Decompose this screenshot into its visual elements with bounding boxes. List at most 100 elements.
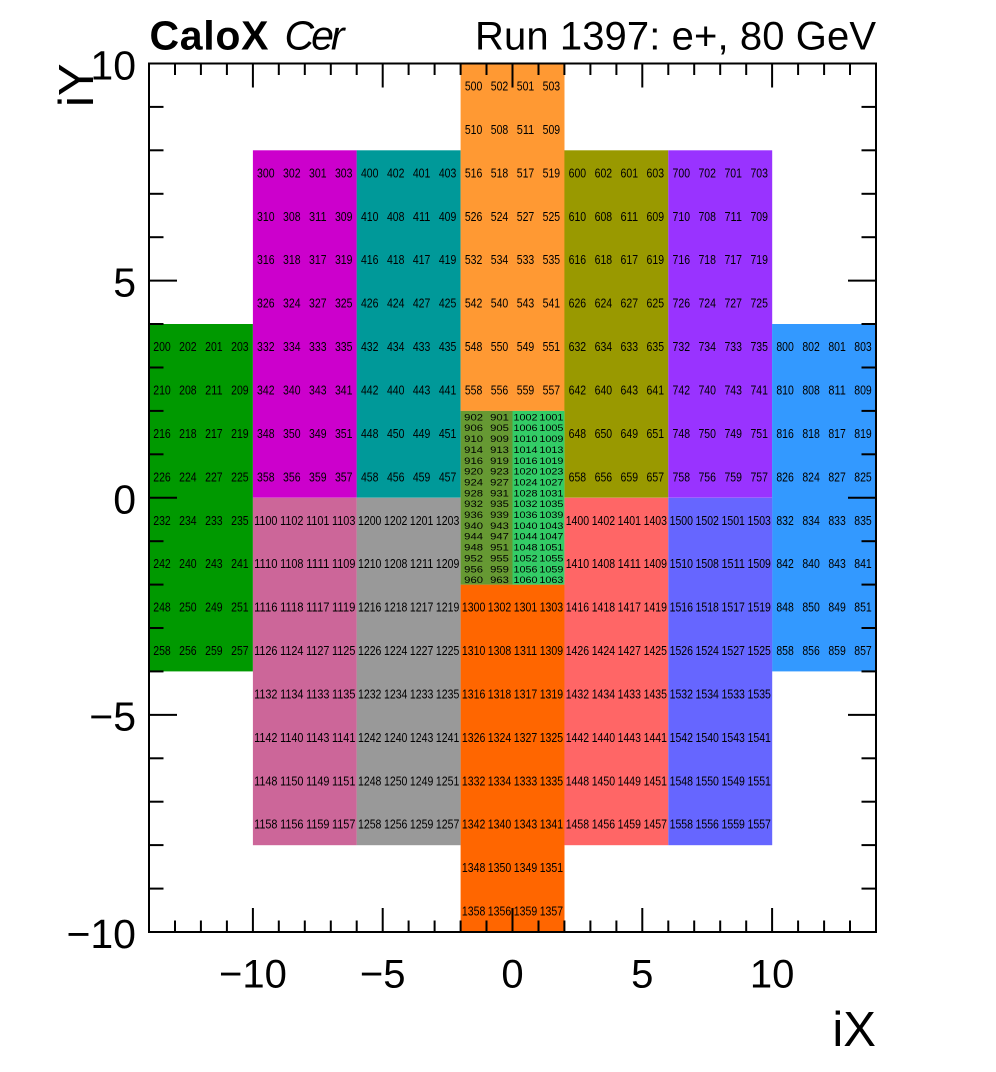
svg-text:203: 203 <box>231 339 249 354</box>
svg-text:1233: 1233 <box>410 687 433 702</box>
svg-text:608: 608 <box>595 209 613 224</box>
svg-text:1035: 1035 <box>539 499 563 509</box>
svg-text:327: 327 <box>309 296 327 311</box>
svg-text:1208: 1208 <box>384 556 407 571</box>
svg-text:10: 10 <box>90 42 136 88</box>
svg-text:902: 902 <box>464 412 483 422</box>
svg-text:235: 235 <box>231 513 249 528</box>
svg-text:619: 619 <box>647 252 665 267</box>
svg-text:649: 649 <box>621 426 639 441</box>
svg-text:1001: 1001 <box>539 412 563 422</box>
svg-text:610: 610 <box>569 209 587 224</box>
svg-text:627: 627 <box>621 296 639 311</box>
svg-text:509: 509 <box>543 122 561 137</box>
svg-text:1317: 1317 <box>514 687 537 702</box>
svg-text:703: 703 <box>750 165 768 180</box>
svg-text:1234: 1234 <box>384 687 407 702</box>
svg-text:848: 848 <box>776 600 794 615</box>
svg-text:959: 959 <box>490 564 509 574</box>
svg-text:1043: 1043 <box>539 521 563 531</box>
svg-text:534: 534 <box>491 252 509 267</box>
svg-text:1031: 1031 <box>539 488 563 498</box>
svg-text:456: 456 <box>387 469 405 484</box>
svg-text:940: 940 <box>464 521 483 531</box>
svg-text:1508: 1508 <box>696 556 719 571</box>
svg-text:1116: 1116 <box>254 600 277 615</box>
svg-text:333: 333 <box>309 339 327 354</box>
svg-text:217: 217 <box>205 426 223 441</box>
svg-text:947: 947 <box>490 532 509 542</box>
svg-text:iX: iX <box>832 1003 876 1057</box>
svg-text:1419: 1419 <box>644 600 667 615</box>
svg-text:611: 611 <box>621 209 639 224</box>
svg-text:1350: 1350 <box>488 860 511 875</box>
svg-text:1434: 1434 <box>592 687 615 702</box>
svg-text:1251: 1251 <box>436 773 459 788</box>
svg-text:1259: 1259 <box>410 817 433 832</box>
svg-text:632: 632 <box>569 339 587 354</box>
svg-text:1111: 1111 <box>306 556 329 571</box>
svg-text:702: 702 <box>698 165 716 180</box>
svg-text:201: 201 <box>205 339 223 354</box>
svg-text:1060: 1060 <box>514 575 538 585</box>
svg-text:510: 510 <box>465 122 483 137</box>
svg-text:519: 519 <box>543 165 561 180</box>
svg-text:1403: 1403 <box>644 513 667 528</box>
svg-text:1310: 1310 <box>462 643 485 658</box>
svg-text:249: 249 <box>205 600 223 615</box>
svg-text:424: 424 <box>387 296 405 311</box>
svg-text:651: 651 <box>647 426 665 441</box>
svg-text:919: 919 <box>490 456 509 466</box>
svg-text:1006: 1006 <box>514 423 538 433</box>
svg-text:1340: 1340 <box>488 817 511 832</box>
svg-text:1044: 1044 <box>514 532 538 542</box>
svg-text:0: 0 <box>113 477 136 523</box>
svg-text:1027: 1027 <box>539 478 563 488</box>
svg-text:944: 944 <box>464 532 483 542</box>
svg-text:332: 332 <box>257 339 275 354</box>
svg-text:948: 948 <box>464 543 483 553</box>
svg-text:1301: 1301 <box>514 600 537 615</box>
svg-text:1005: 1005 <box>539 423 563 433</box>
svg-text:1527: 1527 <box>722 643 745 658</box>
svg-text:1014: 1014 <box>514 445 538 455</box>
svg-text:1118: 1118 <box>280 600 303 615</box>
svg-text:859: 859 <box>828 643 846 658</box>
svg-text:1441: 1441 <box>644 730 667 745</box>
svg-text:618: 618 <box>595 252 613 267</box>
svg-text:1159: 1159 <box>306 817 329 832</box>
svg-text:1056: 1056 <box>514 564 538 574</box>
svg-text:533: 533 <box>517 252 535 267</box>
svg-text:357: 357 <box>335 469 353 484</box>
svg-text:1557: 1557 <box>748 817 771 832</box>
svg-text:1408: 1408 <box>592 556 615 571</box>
svg-text:343: 343 <box>309 383 327 398</box>
svg-text:819: 819 <box>854 426 872 441</box>
svg-text:905: 905 <box>490 423 509 433</box>
svg-text:543: 543 <box>517 296 535 311</box>
svg-text:1357: 1357 <box>540 904 563 919</box>
svg-text:924: 924 <box>464 478 483 488</box>
svg-text:1343: 1343 <box>514 817 537 832</box>
svg-text:1101: 1101 <box>306 513 329 528</box>
svg-text:1028: 1028 <box>514 488 538 498</box>
svg-text:410: 410 <box>361 209 379 224</box>
svg-text:1124: 1124 <box>280 643 303 658</box>
svg-text:1356: 1356 <box>488 904 511 919</box>
svg-text:1425: 1425 <box>644 643 667 658</box>
svg-text:648: 648 <box>569 426 587 441</box>
svg-text:501: 501 <box>517 79 535 94</box>
svg-text:425: 425 <box>439 296 457 311</box>
svg-text:835: 835 <box>854 513 872 528</box>
svg-text:303: 303 <box>335 165 353 180</box>
svg-text:1157: 1157 <box>332 817 355 832</box>
svg-text:641: 641 <box>647 383 665 398</box>
svg-text:951: 951 <box>490 543 509 553</box>
svg-text:1401: 1401 <box>618 513 641 528</box>
svg-text:758: 758 <box>673 469 691 484</box>
svg-text:602: 602 <box>595 165 613 180</box>
svg-text:319: 319 <box>335 252 353 267</box>
svg-text:1543: 1543 <box>722 730 745 745</box>
svg-text:1451: 1451 <box>644 773 667 788</box>
svg-text:616: 616 <box>569 252 587 267</box>
